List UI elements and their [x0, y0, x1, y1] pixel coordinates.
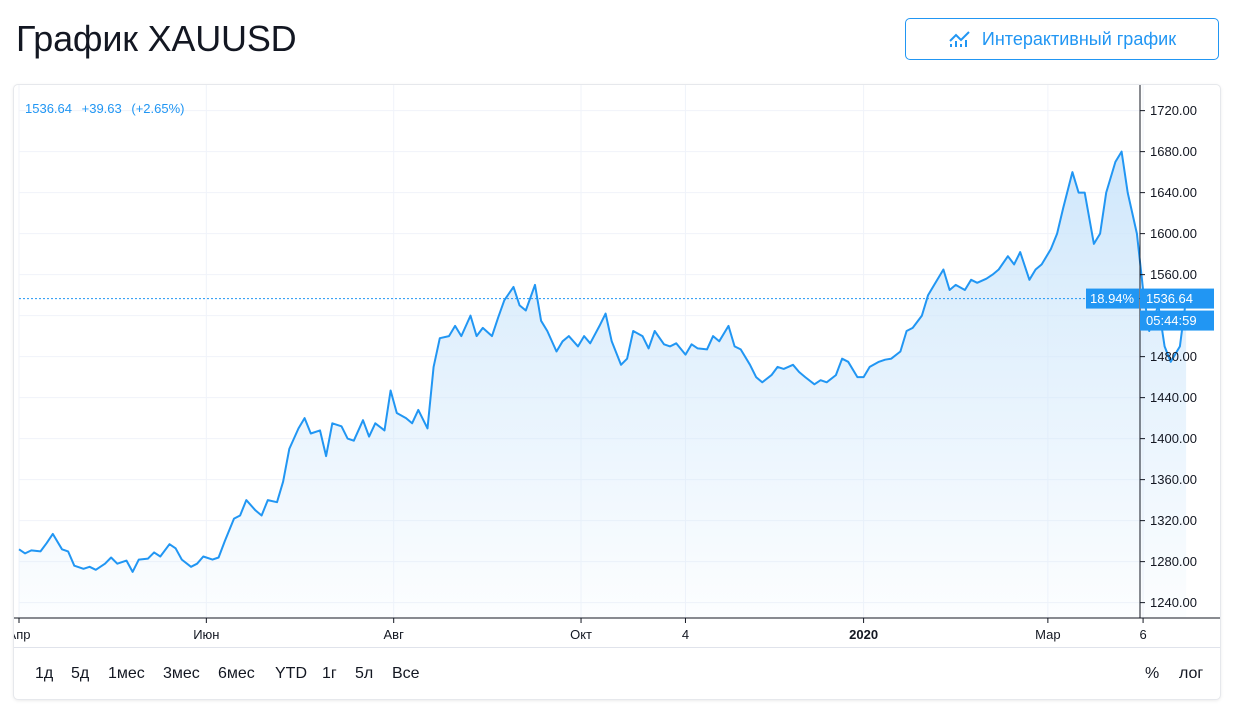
y-tick-label: 1680.00	[1150, 144, 1197, 159]
y-tick-label: 1640.00	[1150, 185, 1197, 200]
y-tick-label: 1280.00	[1150, 554, 1197, 569]
chart-trend-icon	[948, 30, 972, 48]
log-scale-button[interactable]: лог	[1179, 665, 1204, 682]
x-tick-label: Июн	[193, 627, 219, 642]
price-tag-percent: 18.94%	[1090, 291, 1135, 306]
range-1m-button[interactable]: 1мес	[108, 665, 145, 682]
percent-scale-button[interactable]: %	[1145, 665, 1160, 682]
y-tick-label: 1560.00	[1150, 267, 1197, 282]
range-ytd-button[interactable]: YTD	[275, 665, 307, 682]
x-tick-label: 4	[682, 627, 689, 642]
range-6m-button[interactable]: 6мес	[218, 665, 255, 682]
range-1y-button[interactable]: 1г	[322, 665, 337, 682]
interactive-chart-button[interactable]: Интерактивный график	[905, 18, 1219, 60]
y-tick-label: 1360.00	[1150, 472, 1197, 487]
legend-price: 1536.64	[25, 101, 72, 116]
price-tag-countdown: 05:44:59	[1146, 313, 1197, 328]
price-line	[18, 150, 1188, 573]
x-tick-label: Апр	[14, 627, 30, 642]
x-tick-label: Авг	[384, 627, 405, 642]
x-tick-label: 2020	[849, 627, 878, 642]
range-5y-button[interactable]: 5л	[355, 665, 374, 682]
range-1d-button[interactable]: 1д	[35, 665, 54, 682]
chart-widget: 1240.00 1280.00 1320.00 1360.00 1400.00 1440.…	[14, 85, 1220, 699]
y-tick-label: 1400.00	[1150, 431, 1197, 446]
price-tag-percent-bg	[1086, 288, 1139, 309]
y-tick-label: 1240.00	[1150, 595, 1197, 610]
range-all-button[interactable]: Все	[392, 665, 420, 682]
legend-change: +39.63	[81, 101, 122, 116]
legend-change-pct: (+2.65%)	[131, 101, 185, 116]
interactive-chart-button-label: Интерактивный график	[981, 28, 1177, 49]
y-tick-label: 1600.00	[1150, 226, 1197, 241]
y-tick-label: 1440.00	[1150, 390, 1197, 405]
price-tag: 18.94% 1536.64 05:44:59	[1086, 288, 1214, 331]
range-5d-button[interactable]: 5д	[71, 665, 90, 682]
price-chart[interactable]: 1240.00 1280.00 1320.00 1360.00 1400.00 1440.…	[14, 85, 1220, 647]
page-title: График XAUUSD	[16, 18, 297, 59]
y-tick-label: 1720.00	[1150, 103, 1197, 118]
price-tag-price-bg	[1140, 288, 1214, 309]
chart-legend: 1536.64 +39.63 (+2.65%)	[25, 101, 185, 116]
range-toolbar: 1д 5д 1мес 3мес 6мес YTD 1г 5л Все % лог	[14, 647, 1220, 699]
price-area	[19, 151, 1187, 618]
price-tag-price: 1536.64	[1146, 291, 1193, 306]
x-tick-label: 6	[1139, 627, 1146, 642]
x-tick-label: Мар	[1035, 627, 1060, 642]
range-3m-button[interactable]: 3мес	[163, 665, 200, 682]
y-tick-label: 1480.00	[1150, 349, 1197, 364]
price-tag-countdown-bg	[1140, 310, 1214, 331]
y-tick-label: 1320.00	[1150, 513, 1197, 528]
x-tick-label: Окт	[570, 627, 592, 642]
